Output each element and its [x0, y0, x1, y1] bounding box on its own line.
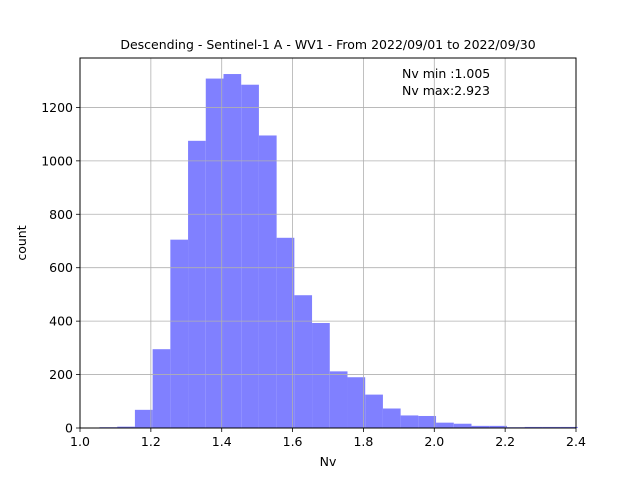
- y-tick-label: 400: [49, 314, 73, 329]
- bars-group: [99, 74, 578, 429]
- histogram-bar: [382, 408, 401, 428]
- histogram-bar: [294, 295, 313, 428]
- histogram-bar: [188, 140, 206, 428]
- histogram-bar: [258, 135, 277, 428]
- x-axis-label: Nv: [320, 454, 337, 469]
- histogram-bar: [312, 323, 330, 428]
- y-tick-label: 800: [49, 207, 73, 222]
- x-tick-label: 1.8: [353, 434, 373, 449]
- y-axis-ticks: 0 200 400 600 800 1000 1200: [41, 100, 80, 436]
- histogram-bar: [471, 425, 490, 428]
- x-tick-label: 1.6: [283, 434, 303, 449]
- histogram-bar: [560, 426, 578, 428]
- histogram-bar: [329, 371, 348, 428]
- x-tick-label: 2.2: [495, 434, 515, 449]
- histogram-bar: [489, 425, 507, 428]
- histogram-bar: [152, 349, 171, 428]
- histogram-bar: [542, 426, 561, 428]
- histogram-bar: [400, 415, 419, 428]
- histogram-bar: [418, 415, 437, 428]
- plot-frame: [79, 57, 577, 429]
- histogram-bar: [205, 78, 224, 428]
- x-tick-label: 2.4: [566, 434, 586, 449]
- x-tick-label: 1.4: [212, 434, 232, 449]
- y-tick-label: 200: [49, 367, 73, 382]
- x-tick-label: 2.0: [424, 434, 444, 449]
- gridlines: [80, 58, 576, 428]
- nv-max-annotation: Nv max:2.923: [402, 83, 490, 98]
- histogram-bar: [117, 426, 135, 428]
- y-tick-label: 0: [65, 421, 73, 436]
- y-tick-label: 1000: [41, 153, 73, 168]
- x-axis-ticks: 1.0 1.2 1.4 1.6 1.8 2.0 2.2 2.4: [70, 428, 586, 449]
- histogram-bar: [170, 239, 189, 428]
- histogram-bar: [134, 409, 153, 428]
- histogram-bar: [223, 74, 242, 429]
- nv-min-annotation: Nv min :1.005: [402, 66, 490, 81]
- histogram-bar: [276, 237, 295, 428]
- histogram-bar: [453, 423, 472, 428]
- histogram-bar: [241, 84, 259, 429]
- chart-title: Descending - Sentinel-1 A - WV1 - From 2…: [120, 37, 535, 52]
- y-axis-label: count: [14, 225, 29, 260]
- histogram-bar: [347, 377, 366, 428]
- x-tick-label: 1.2: [141, 434, 161, 449]
- histogram-bar: [365, 394, 383, 428]
- y-tick-label: 600: [49, 260, 73, 275]
- x-tick-label: 1.0: [70, 434, 90, 449]
- histogram-bar: [436, 422, 454, 428]
- histogram-bar: [524, 426, 543, 428]
- y-tick-label: 1200: [41, 100, 73, 115]
